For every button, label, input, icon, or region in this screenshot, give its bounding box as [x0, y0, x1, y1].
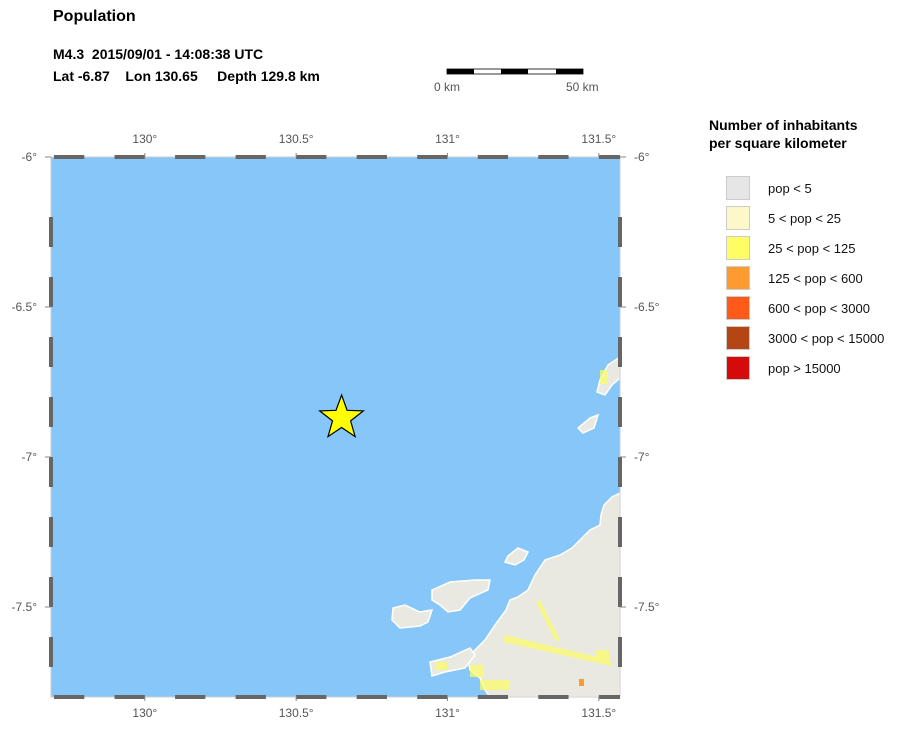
legend-swatch	[726, 176, 750, 200]
frame-segment	[598, 155, 620, 159]
legend-label: pop > 15000	[768, 360, 841, 376]
frame-segment	[296, 155, 327, 159]
frame-segment	[618, 217, 622, 247]
frame-segment	[49, 637, 53, 667]
lat-tick-label: -7°	[22, 450, 38, 464]
frame-segment	[618, 337, 622, 367]
event-info-line1: M4.3 2015/09/01 - 14:08:38 UTC	[53, 46, 264, 62]
legend-swatch	[726, 326, 750, 350]
frame-segment	[417, 695, 448, 699]
legend-label: 25 < pop < 125	[768, 240, 856, 256]
legend-swatch	[726, 206, 750, 230]
legend-label: 3000 < pop < 15000	[768, 330, 885, 346]
legend-label: 5 < pop < 25	[768, 210, 842, 226]
lat-tick-label: -7.5°	[634, 600, 660, 614]
population-patches	[435, 370, 612, 690]
legend-swatch	[726, 236, 750, 260]
frame-segment	[49, 457, 53, 487]
axis-ticks: 130° 130° 130.5° 130.5° 131° 131° 131.5° 131.5°…	[12, 132, 660, 720]
frame-segment	[49, 277, 53, 307]
legend-label: pop < 5	[768, 180, 812, 196]
lon-tick-label: 130.5°	[279, 132, 314, 146]
frame-segment	[54, 695, 85, 699]
frame-segment	[618, 517, 622, 547]
population-patch-dense	[579, 679, 584, 686]
frame-segment	[618, 277, 622, 307]
lon-tick-label: 131°	[435, 132, 460, 146]
frame-segment	[356, 155, 387, 159]
frame-segment	[175, 155, 206, 159]
lat-tick-label: -6°	[634, 150, 650, 164]
frame-segment	[538, 155, 569, 159]
frame-segment	[175, 695, 206, 699]
legend-label: 125 < pop < 600	[768, 270, 863, 286]
legend-label: 600 < pop < 3000	[768, 300, 870, 316]
frame-segment	[618, 457, 622, 487]
frame-segment	[235, 155, 266, 159]
scale-right-label: 50 km	[566, 80, 599, 94]
scale-left-label: 0 km	[434, 80, 461, 94]
frame-segment	[49, 337, 53, 367]
frame-segment	[618, 637, 622, 667]
legend-item: 25 < pop < 125	[726, 236, 855, 260]
frame-segment	[477, 695, 509, 699]
lon-tick-label: 130.5°	[279, 706, 314, 720]
lat-tick-label: -6.5°	[12, 300, 38, 314]
legend-item: 3000 < pop < 15000	[726, 326, 884, 350]
legend-item: 600 < pop < 3000	[726, 296, 870, 320]
land	[391, 355, 621, 698]
lon-tick-label: 131.5°	[581, 132, 616, 146]
frame-segment	[235, 695, 266, 699]
legend-item: 5 < pop < 25	[726, 206, 841, 230]
lat-tick-label: -7°	[634, 450, 650, 464]
legend-item: pop > 15000	[726, 356, 841, 380]
frame-segment	[114, 155, 145, 159]
lon-tick-label: 130°	[132, 706, 157, 720]
lon-tick-label: 131.5°	[581, 706, 616, 720]
frame-segment	[49, 517, 53, 547]
frame-segment	[417, 155, 448, 159]
lon-tick-label: 130°	[132, 132, 157, 146]
frame-segment	[356, 695, 387, 699]
legend-title-line1: Number of inhabitants	[709, 117, 858, 133]
lat-tick-label: -7.5°	[12, 600, 38, 614]
lon-tick-label: 131°	[435, 706, 460, 720]
frame-segment	[54, 155, 85, 159]
lat-tick-label: -6°	[22, 150, 38, 164]
frame-segment	[49, 577, 53, 607]
legend-swatch	[726, 296, 750, 320]
frame-segment	[114, 695, 145, 699]
frame-segment	[49, 217, 53, 247]
legend-item: 125 < pop < 600	[726, 266, 863, 290]
map-frame	[49, 155, 622, 699]
legend-item: pop < 5	[726, 176, 812, 200]
frame-segment	[598, 695, 620, 699]
legend-swatch	[726, 356, 750, 380]
frame-segment	[538, 695, 569, 699]
frame-segment	[296, 695, 327, 699]
frame-segment	[49, 397, 53, 427]
frame-segment	[618, 397, 622, 427]
star-icon	[318, 393, 366, 439]
frame-segment	[477, 155, 509, 159]
legend-title-line2: per square kilometer	[709, 135, 847, 151]
event-info-line2: Lat -6.87 Lon 130.65 Depth 129.8 km	[53, 68, 320, 84]
legend-swatch	[726, 266, 750, 290]
scale-bar	[446, 68, 584, 75]
lat-tick-label: -6.5°	[634, 300, 660, 314]
legend-title: Number of inhabitants per square kilomet…	[709, 116, 858, 152]
frame-segment	[618, 577, 622, 607]
map-title: Population	[53, 8, 136, 25]
